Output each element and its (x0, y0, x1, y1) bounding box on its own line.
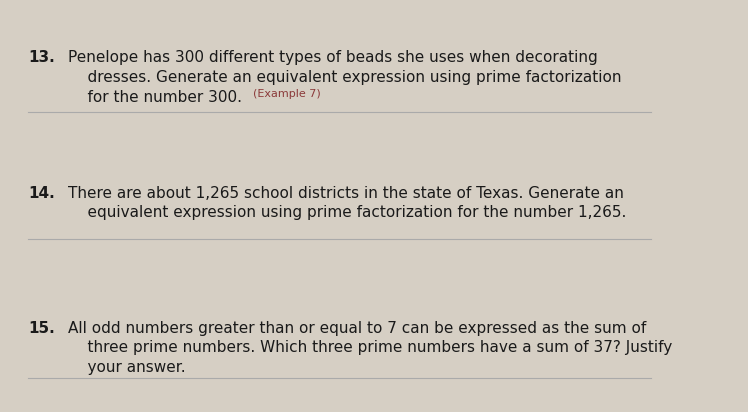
Text: 14.: 14. (28, 185, 55, 201)
Text: All odd numbers greater than or equal to 7 can be expressed as the sum of
    th: All odd numbers greater than or equal to… (67, 321, 672, 375)
Text: Penelope has 300 different types of beads she uses when decorating
    dresses. : Penelope has 300 different types of bead… (67, 51, 621, 105)
Text: (Example 7): (Example 7) (254, 89, 321, 99)
Text: 15.: 15. (28, 321, 55, 336)
Text: There are about 1,265 school districts in the state of Texas. Generate an
    eq: There are about 1,265 school districts i… (67, 185, 626, 220)
Text: 13.: 13. (28, 51, 55, 66)
